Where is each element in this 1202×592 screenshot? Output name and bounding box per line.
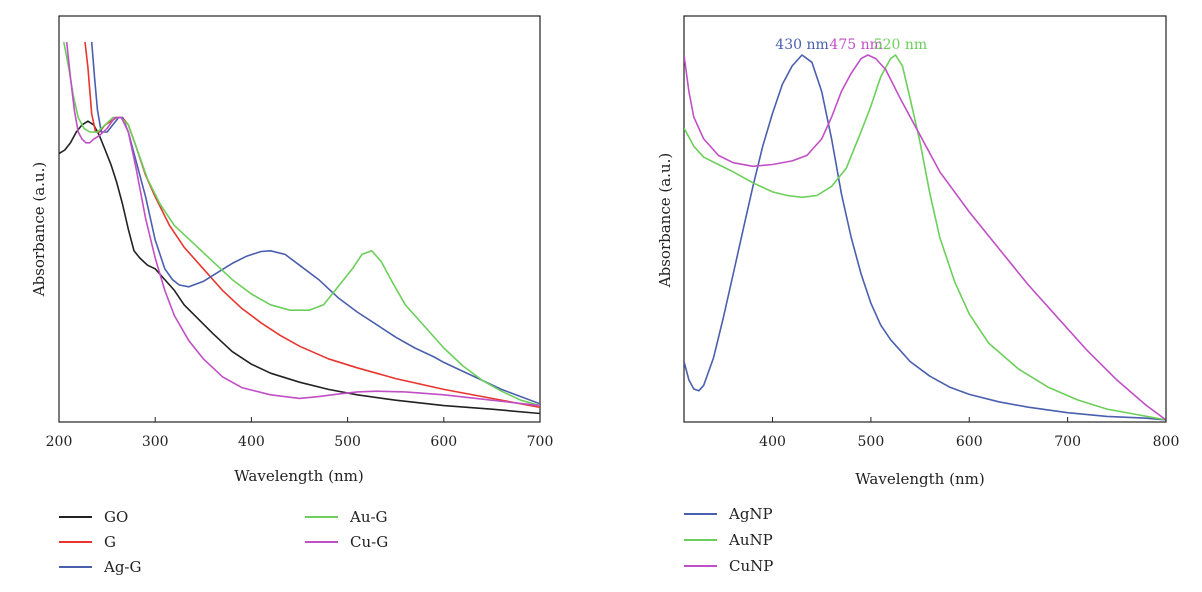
left-x-axis-label: Wavelength (nm): [234, 467, 363, 485]
legend-label-cu-g: Cu-G: [350, 533, 388, 551]
series-line-ag-g: [90, 41, 540, 405]
x-tick-label: 600: [430, 434, 457, 450]
series-line-go: [59, 120, 540, 415]
right-plot-frame: [683, 15, 1167, 423]
left-legend: GO G Ag-G Au-G Cu-G: [59, 508, 388, 576]
series-line-aunp: [684, 54, 1166, 421]
series-line-agnp: [684, 54, 1166, 421]
right-x-axis-label: Wavelength (nm): [855, 470, 984, 488]
x-tick-label: 700: [1054, 434, 1081, 450]
series-line-g: [84, 41, 540, 409]
left-y-axis-label: Absorbance (a.u.): [30, 162, 48, 297]
left-x-ticks: 200 300 400 500 600 700: [46, 417, 554, 450]
legend-label-ag-g: Ag-G: [103, 558, 142, 576]
x-tick-label: 500: [334, 434, 361, 450]
x-tick-label: 500: [858, 434, 885, 450]
right-legend: AgNP AuNP CuNP: [684, 505, 773, 575]
series-line-cunp: [684, 54, 1166, 421]
left-curves: [59, 41, 540, 415]
right-x-ticks: 400 500 600 700 800: [759, 417, 1179, 450]
left-plot-frame: [58, 15, 541, 423]
x-tick-label: 400: [759, 434, 786, 450]
legend-label-agnp: AgNP: [728, 505, 773, 523]
peak-annotation: 430 nm: [775, 37, 828, 53]
legend-label-g: G: [104, 533, 116, 551]
x-tick-label: 600: [956, 434, 983, 450]
series-line-au-g: [63, 41, 540, 407]
legend-label-go: GO: [104, 508, 128, 526]
legend-label-au-g: Au-G: [349, 508, 388, 526]
series-line-cu-g: [65, 41, 540, 407]
peak-annotation: 520 nm: [874, 37, 927, 53]
x-tick-label: 300: [142, 434, 169, 450]
peak-annotation: 475 nm: [829, 37, 882, 53]
x-tick-label: 400: [238, 434, 265, 450]
legend-label-cunp: CuNP: [729, 557, 773, 575]
x-tick-label: 800: [1153, 434, 1180, 450]
right-y-axis-label: Absorbance (a.u.): [656, 153, 674, 288]
x-tick-label: 700: [527, 434, 554, 450]
legend-label-aunp: AuNP: [728, 531, 773, 549]
x-tick-label: 200: [46, 434, 73, 450]
right-curves: [684, 54, 1166, 421]
